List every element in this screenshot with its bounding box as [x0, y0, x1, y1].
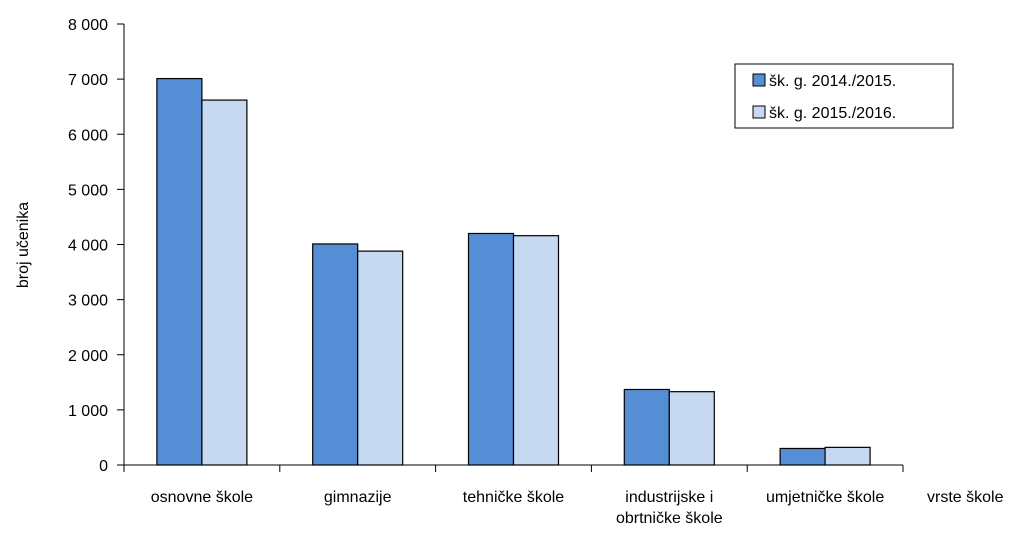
- x-tick-label: gimnazije: [324, 489, 392, 506]
- legend-swatch-2015-2016: [752, 105, 766, 119]
- y-tick-label: 5 000: [68, 182, 108, 199]
- y-tick-label: 2 000: [68, 348, 108, 365]
- y-axis: 0 1 000 2 000 3 000 4 000 5 000 6 000 7 000 8 00…: [68, 17, 125, 475]
- y-tick-label: 1 000: [68, 403, 108, 420]
- y-tick-label: 6 000: [68, 127, 108, 144]
- bar-series-0-cat-2: [467, 232, 515, 466]
- bars: [156, 77, 871, 466]
- x-axis-title: vrste škole: [927, 489, 1004, 506]
- legend-label-2014-2015: šk. g. 2014./2015.: [769, 73, 896, 90]
- legend-label-2015-2016: šk. g. 2015./2016.: [769, 105, 896, 122]
- y-tick-label: 0: [99, 458, 108, 475]
- y-tick-label: 8 000: [68, 17, 108, 34]
- bar-series-0-cat-4: [779, 447, 826, 466]
- bar-series-1-cat-0: [201, 99, 248, 466]
- x-tick-label: tehničke škole: [463, 489, 564, 506]
- bar-series-1-cat-2: [512, 235, 560, 466]
- x-axis: osnovne škole gimnazije tehničke škole indu…: [123, 464, 904, 527]
- legend: šk. g. 2014./2015. šk. g. 2015./2016.: [734, 63, 954, 129]
- bar-series-0-cat-0: [156, 77, 203, 466]
- y-tick-label: 3 000: [68, 293, 108, 310]
- legend-swatch-2014-2015: [752, 73, 766, 87]
- x-tick-label: umjetničke škole: [766, 489, 884, 506]
- bar-series-0-cat-1: [312, 243, 359, 466]
- legend-frame: [734, 63, 954, 129]
- y-axis-title: broj učenika: [15, 202, 32, 288]
- y-tick-label: 7 000: [68, 72, 108, 89]
- x-tick-label: industrijske i obrtničke škole: [616, 489, 723, 527]
- y-tick-label: 4 000: [68, 238, 108, 255]
- x-tick-label: osnovne škole: [151, 489, 253, 506]
- bar-series-0-cat-3: [623, 388, 670, 466]
- bar-series-1-cat-4: [824, 446, 871, 466]
- bar-series-1-cat-3: [668, 391, 715, 466]
- bar-series-1-cat-1: [357, 250, 404, 466]
